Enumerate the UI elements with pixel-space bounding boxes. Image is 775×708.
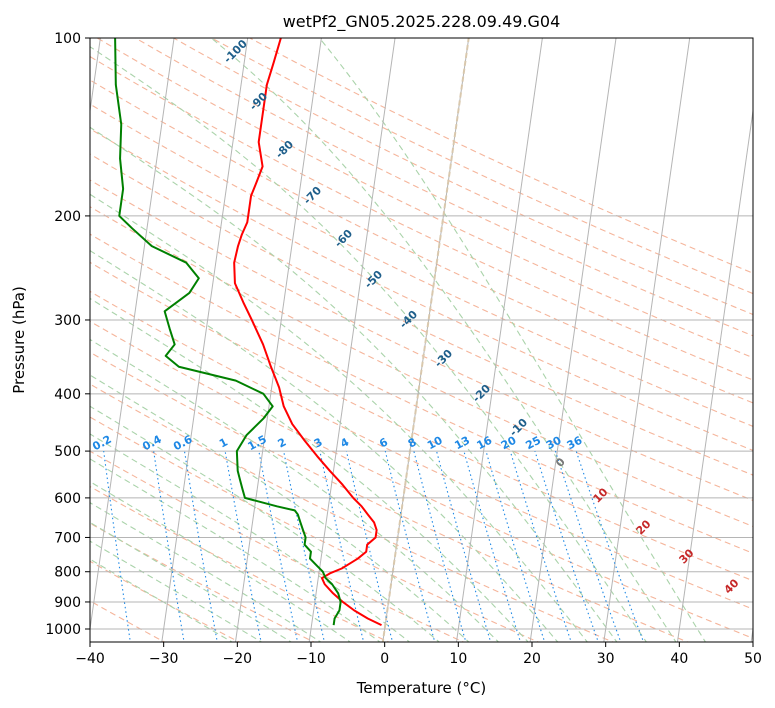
x-tick-label: 0	[380, 651, 389, 667]
y-tick-label: 200	[54, 209, 81, 225]
isotherm-line	[161, 38, 249, 642]
isotherm-line	[529, 38, 617, 642]
isotherm-line	[676, 107, 753, 642]
x-tick-label: 10	[449, 651, 467, 667]
y-tick-label: 1000	[45, 622, 81, 638]
plot-area-background	[90, 38, 753, 642]
x-tick-label: 40	[670, 651, 688, 667]
plot-frame	[89, 37, 754, 643]
dry-adiabat-line	[90, 233, 753, 554]
mixing-ratio-label: 13	[452, 434, 472, 453]
mixing-ratio-label: 25	[523, 434, 543, 453]
dry-adiabat-line	[134, 38, 753, 337]
mixing-ratio-line	[384, 450, 436, 642]
x-tick-label: 50	[744, 651, 762, 667]
moist-adiabat-line	[319, 38, 707, 642]
mixing-ratio-line	[575, 450, 645, 642]
dry-adiabat-line	[90, 153, 753, 476]
mixing-ratio-line	[345, 450, 394, 642]
y-tick-label: 300	[54, 313, 81, 329]
isotherm-line	[234, 38, 322, 642]
dry-adiabat-line	[90, 261, 753, 582]
x-axis-title: Temperature (°C)	[356, 679, 486, 697]
y-tick-label: 700	[54, 530, 81, 546]
x-tick-label: −30	[149, 651, 179, 667]
background-lines	[90, 38, 753, 642]
y-axis-title: Pressure (hPa)	[10, 286, 28, 394]
x-tick-label: −40	[75, 651, 105, 667]
temperature-profile-line	[233, 38, 382, 627]
isotherm-line	[603, 38, 691, 642]
mixing-ratio-line	[103, 451, 131, 642]
moist-adiabat-line	[90, 297, 529, 642]
y-tick-label: 400	[54, 387, 81, 403]
isotherm-line	[308, 38, 396, 642]
chart-title: wetPf2_GN05.2025.228.09.49.G04	[283, 12, 561, 32]
dry-adiabat-line	[90, 55, 753, 381]
dewpoint-profile-line	[114, 38, 342, 626]
x-tick-label: 20	[523, 651, 541, 667]
y-tick-label: 500	[54, 444, 81, 460]
moist-adiabat-line	[90, 481, 352, 642]
profile-series	[114, 38, 382, 627]
zero-isotherm-line	[381, 38, 470, 642]
mixing-ratio-line	[436, 450, 492, 642]
x-tick-label: 30	[597, 651, 615, 667]
mixing-ratio-label: 36	[565, 434, 585, 453]
mixing-ratio-line	[413, 450, 467, 642]
x-tick-label: −10	[296, 651, 326, 667]
x-tick-label: −20	[223, 651, 253, 667]
mixing-ratio-label: 30	[544, 434, 564, 453]
y-tick-label: 800	[54, 565, 81, 581]
axes: −40 −30 −20 −10 0 10 20 30 40 50 1000 900 800 700 600 5…	[45, 31, 762, 667]
mixing-ratio-label: 10	[425, 434, 445, 453]
isotherm-line	[90, 38, 175, 633]
mixing-ratio-line	[554, 450, 622, 642]
dry-adiabat-line	[90, 128, 753, 452]
dry-adiabat-line	[90, 79, 753, 404]
mixing-ratio-line	[463, 450, 522, 642]
mixing-ratio-label: 16	[475, 434, 495, 453]
y-tick-label: 600	[54, 491, 81, 507]
isotherm-line	[455, 38, 543, 642]
moist-adiabat-line	[90, 405, 441, 642]
mixing-ratio-label: 20	[499, 434, 519, 453]
dry-adiabat-line	[172, 38, 753, 316]
y-tick-label: 900	[54, 595, 81, 611]
y-tick-label: 100	[54, 31, 81, 47]
